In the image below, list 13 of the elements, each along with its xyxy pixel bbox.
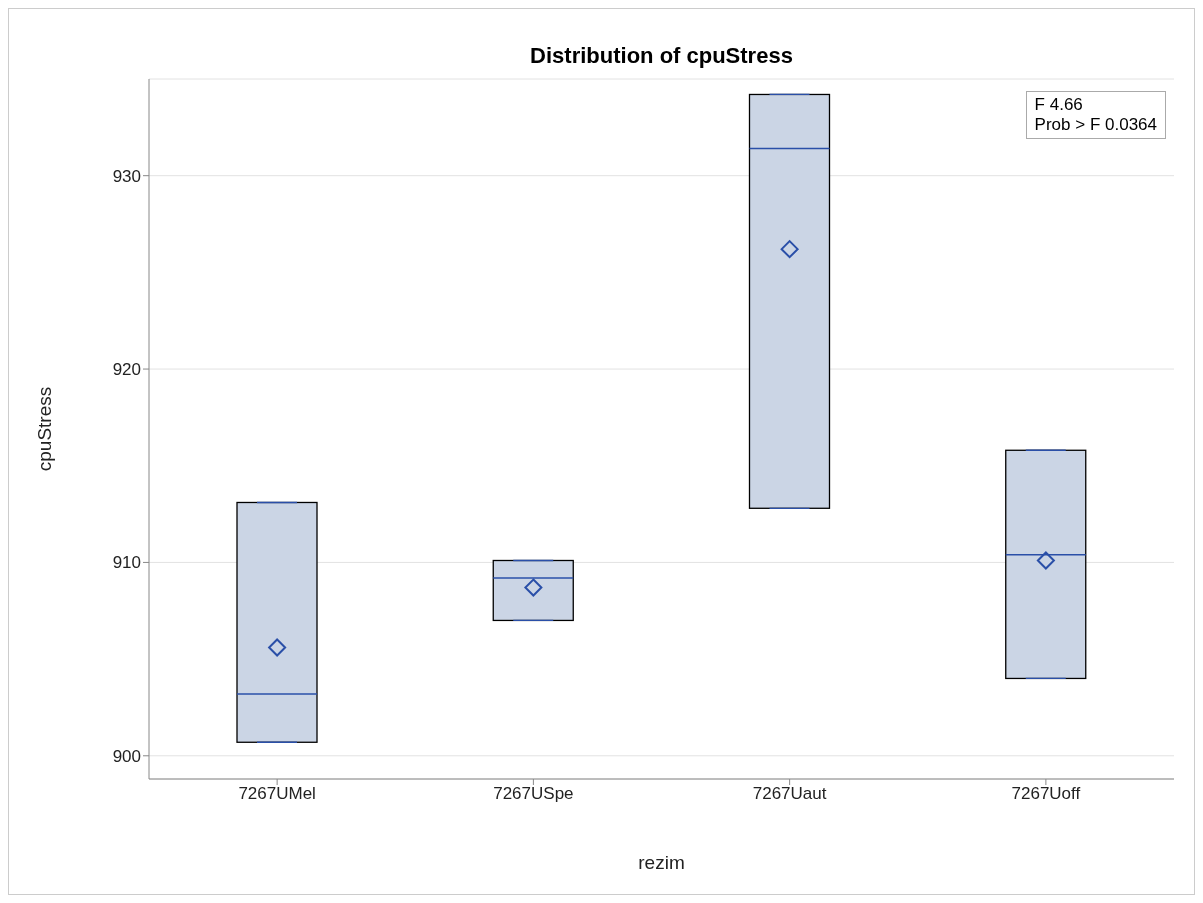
y-tick-label: 910 xyxy=(112,553,141,573)
x-tick-label: 7267UMel xyxy=(238,784,316,804)
y-tick-label: 920 xyxy=(112,360,141,380)
x-tick-label: 7267Uaut xyxy=(752,784,827,804)
y-tick-label: 930 xyxy=(112,166,141,186)
y-axis-title: cpuStress xyxy=(33,386,55,472)
annotation: F 4.66 xyxy=(1034,95,1084,115)
y-tick-label: 900 xyxy=(112,746,141,766)
x-tick-label: 7267USpe xyxy=(493,784,574,804)
chart-title: Distribution of cpuStress xyxy=(529,43,794,69)
x-tick-label: 7267Uoff xyxy=(1011,784,1081,804)
x-axis-title: rezim xyxy=(638,852,685,873)
annotation: Prob > F 0.0364 xyxy=(1034,115,1157,135)
